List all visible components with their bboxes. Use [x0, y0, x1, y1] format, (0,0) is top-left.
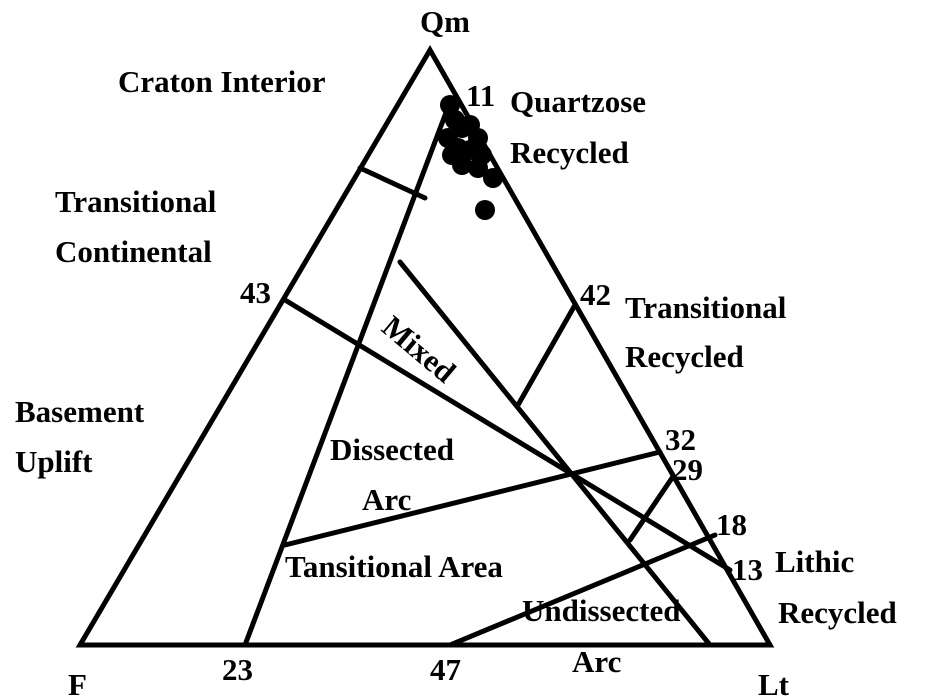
apex-label: Qm — [420, 4, 470, 39]
field-label: Arc — [362, 482, 411, 517]
boundary-value: 18 — [716, 507, 747, 542]
field-label: Transitional — [55, 184, 217, 219]
field-label: Recycled — [778, 595, 897, 630]
boundary — [447, 532, 718, 648]
boundary — [515, 302, 578, 408]
boundary — [282, 449, 663, 548]
apex-label: F — [68, 667, 87, 700]
boundary — [627, 475, 675, 543]
boundary-value: 23 — [222, 652, 253, 687]
field-label: Uplift — [15, 444, 93, 479]
boundary-value: 42 — [580, 277, 611, 312]
boundary — [397, 259, 713, 648]
field-label: Recycled — [625, 339, 744, 374]
apex-label: Lt — [758, 667, 790, 700]
boundary-value: 13 — [732, 552, 763, 587]
field-label: Transitional — [625, 290, 787, 325]
boundary-value: 11 — [466, 78, 495, 113]
field-label: Tansitional Area — [285, 549, 503, 584]
field-label: Dissected — [330, 432, 454, 467]
boundary-value: 43 — [240, 275, 271, 310]
boundary-value: 32 — [665, 422, 696, 457]
field-label: Undissected — [522, 593, 680, 628]
sample-points — [438, 95, 503, 220]
boundary-value: 47 — [430, 652, 461, 687]
field-label: Lithic — [775, 544, 854, 579]
boundary — [282, 297, 733, 573]
field-label: Basement — [15, 394, 145, 429]
field-label: Recycled — [510, 135, 629, 170]
field-label: Continental — [55, 234, 212, 269]
field-label: Arc — [572, 644, 621, 679]
boundary — [242, 107, 450, 648]
boundary-value: 29 — [672, 452, 703, 487]
triangle — [75, 45, 775, 648]
field-label: Quartzose — [510, 84, 646, 119]
field-label: Craton Interior — [118, 64, 326, 99]
